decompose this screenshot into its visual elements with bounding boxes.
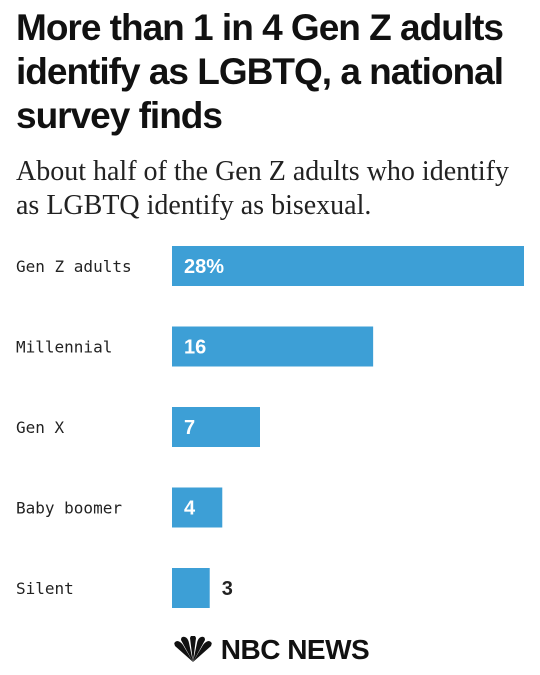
bar bbox=[172, 487, 223, 528]
category-label: Gen Z adults bbox=[16, 257, 132, 276]
logo-text: NBC NEWS bbox=[220, 634, 370, 665]
data-label: 3 bbox=[222, 578, 233, 600]
data-label: 16 bbox=[184, 337, 206, 359]
nbc-news-logo: NBC NEWS bbox=[0, 630, 540, 670]
bar bbox=[172, 568, 210, 608]
peacock-icon bbox=[174, 636, 212, 662]
chart-title: More than 1 in 4 Gen Z adults identify a… bbox=[16, 7, 504, 136]
data-label: 28% bbox=[184, 256, 224, 278]
bar bbox=[172, 246, 524, 286]
bar-chart: Gen Z adults 28% Millennial 16 Gen X 7 Baby bo… bbox=[16, 246, 524, 608]
data-label: 4 bbox=[184, 498, 196, 520]
category-label: Silent bbox=[16, 579, 74, 598]
data-label: 7 bbox=[184, 417, 195, 439]
category-label: Baby boomer bbox=[16, 499, 122, 518]
bar bbox=[172, 407, 260, 447]
chart-subtitle: About half of the Gen Z adults who ident… bbox=[16, 156, 510, 221]
category-label: Gen X bbox=[16, 418, 65, 437]
category-label: Millennial bbox=[16, 338, 112, 357]
bar bbox=[172, 326, 374, 367]
